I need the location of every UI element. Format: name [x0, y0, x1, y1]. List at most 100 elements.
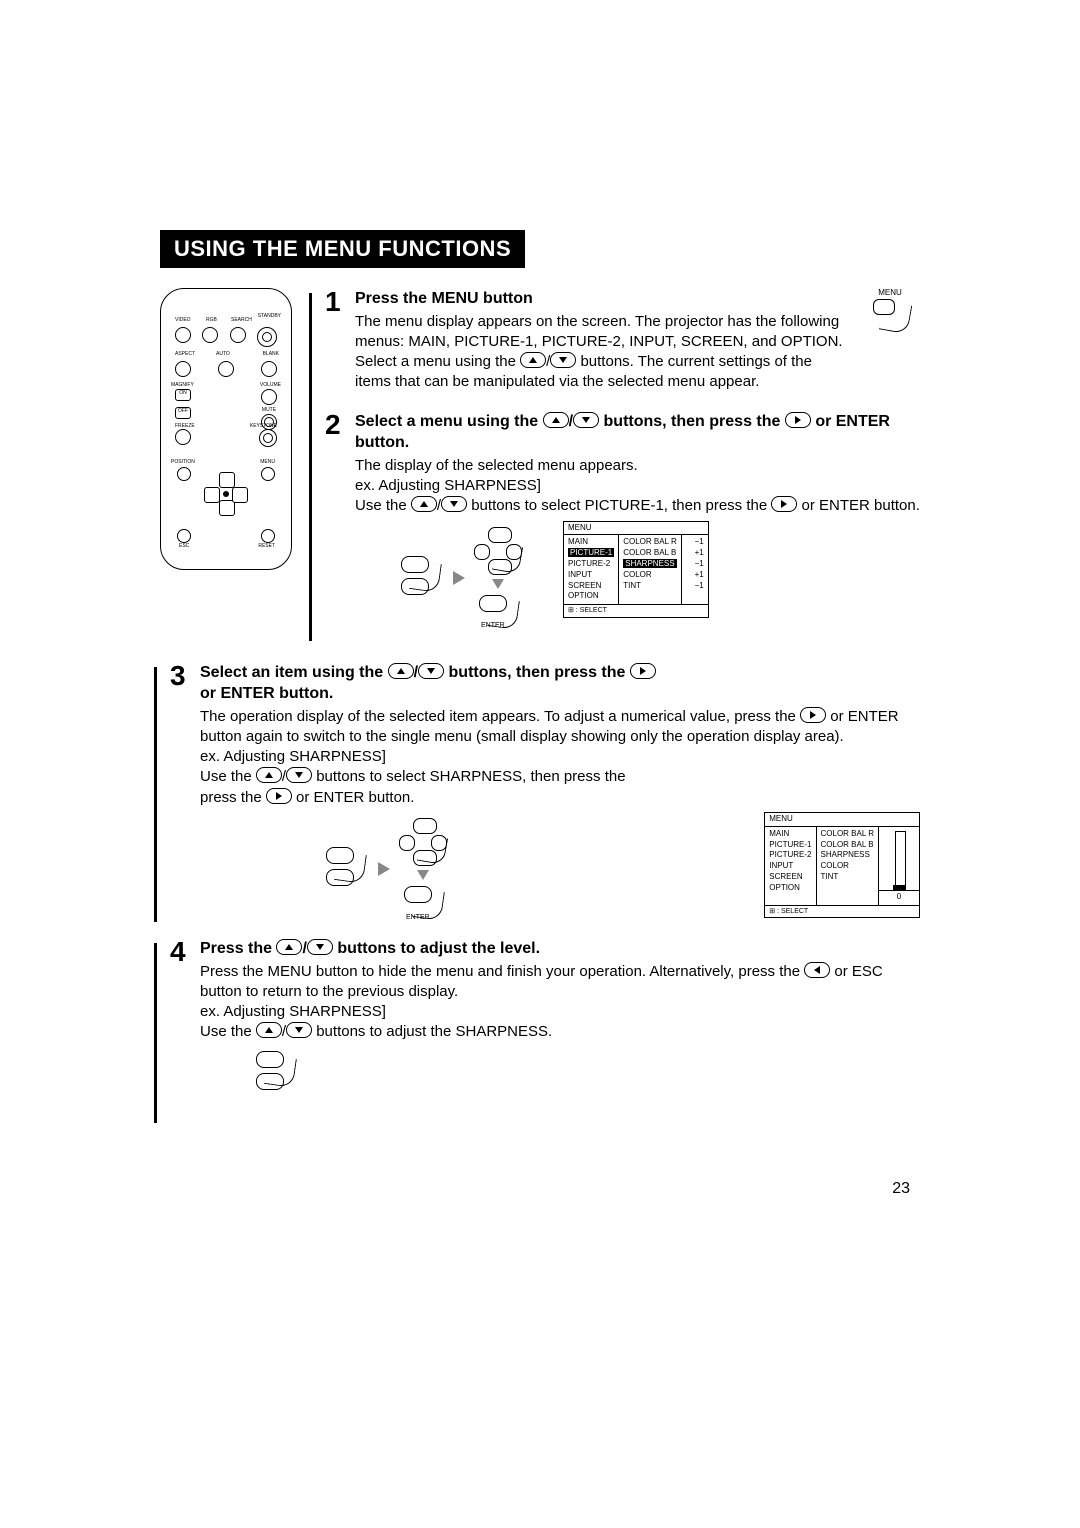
right-button-icon [266, 788, 292, 804]
menu-table-step3: MENU MAIN PICTURE-1 PICTURE-2 INPUT SCRE… [764, 812, 920, 918]
remote-column: VIDEO RGB SEARCH STANDBY ASPECT AUTO BLA… [160, 288, 315, 647]
step-text: ex. Adjusting SHARPNESS] [200, 1002, 920, 1022]
step-title: Select an item using the / buttons, then… [200, 662, 920, 705]
menu-label: MENU [860, 288, 920, 299]
menu-header: MENU [765, 813, 919, 827]
remote-label-auto: AUTO [216, 351, 230, 357]
down-button-icon [307, 939, 333, 955]
vertical-rule [309, 293, 312, 418]
dpad-icon [399, 818, 447, 866]
step-text: The display of the selected menu appears… [355, 456, 920, 476]
up-button-icon [543, 412, 569, 428]
step3-illustration-row: ENTER MENU MAIN PICTURE-1 PICTURE-2 [200, 812, 920, 920]
section-title: USING THE MENU FUNCTIONS [160, 230, 525, 268]
step-number: 4 [170, 938, 200, 1095]
steps-1-2: 1 Press the MENU button The menu display… [315, 288, 920, 647]
steps-3-4: 3 Select an item using the / buttons, th… [160, 662, 920, 1095]
remote-btn-standby [257, 327, 277, 347]
vertical-rule [154, 667, 157, 922]
enter-press-icon: ENTER [473, 593, 523, 629]
step-title: Select a menu using the / buttons, then … [355, 411, 920, 454]
page-number: 23 [892, 1180, 910, 1198]
step-2: 2 Select a menu using the / buttons, the… [325, 411, 920, 629]
dpad-press-icon [250, 1051, 300, 1095]
remote-label-aspect: ASPECT [175, 351, 195, 357]
remote-label-reset: RESET [258, 543, 275, 549]
menu-footer: ⊞ : SELECT [765, 905, 919, 917]
step-text: ex. Adjusting SHARPNESS] [355, 476, 920, 496]
upper-row: VIDEO RGB SEARCH STANDBY ASPECT AUTO BLA… [160, 288, 920, 647]
dpad-icon [474, 527, 522, 575]
vertical-rule [309, 416, 312, 641]
step-title: Press the / buttons to adjust the level. [200, 938, 920, 960]
down-button-icon [441, 496, 467, 512]
remote-label-esc: ESC [179, 543, 189, 549]
step-text: ex. Adjusting SHARPNESS] [200, 747, 920, 767]
remote-btn-reset [261, 529, 275, 543]
up-button-icon [256, 1022, 282, 1038]
remote-btn-volume [261, 389, 277, 405]
remote-btn [218, 361, 234, 377]
step-text: Press the MENU button to hide the menu a… [200, 962, 920, 1003]
step-text: The operation display of the selected it… [200, 707, 920, 748]
menu-mid-col: COLOR BAL R COLOR BAL B SHARPNESS COLOR … [817, 827, 879, 905]
remote-dpad [181, 464, 271, 544]
down-button-icon [550, 352, 576, 368]
menu-left-col: MAIN PICTURE-1 PICTURE-2 INPUT SCREEN OP… [765, 827, 816, 905]
remote-label-search: SEARCH [231, 317, 252, 323]
remote-btn-esc [177, 529, 191, 543]
menu-table-step2: MENU MAIN PICTURE-1 PICTURE-2 INPUT SCRE… [563, 521, 709, 618]
menu-press-illustration: MENU [860, 288, 920, 343]
step-number: 3 [170, 662, 200, 920]
arrow-down-icon [492, 579, 504, 589]
up-button-icon [520, 352, 546, 368]
up-button-icon [411, 496, 437, 512]
page-content: USING THE MENU FUNCTIONS VIDEO RGB SEARC… [160, 230, 920, 1113]
step2-illustration-row: ENTER MENU MAIN PICTURE-1 [355, 521, 920, 629]
remote-label-volume: VOLUME [260, 382, 281, 388]
remote-btn [175, 327, 191, 343]
step-4: 4 Press the / buttons to adjust the leve… [170, 938, 920, 1095]
remote-control-diagram: VIDEO RGB SEARCH STANDBY ASPECT AUTO BLA… [160, 288, 292, 570]
step-number: 2 [325, 411, 355, 629]
step-text: Use the / buttons to adjust the SHARPNES… [200, 1022, 920, 1042]
down-button-icon [286, 1022, 312, 1038]
step-text: Use the / buttons to select SHARPNESS, t… [200, 767, 920, 787]
menu-header: MENU [564, 522, 708, 536]
remote-label-mute: MUTE [261, 407, 277, 413]
step-number: 1 [325, 288, 355, 393]
remote-btn-freeze [175, 429, 191, 445]
remote-btn-keystone [259, 429, 277, 447]
menu-slider-col: 0 [878, 827, 919, 905]
menu-left-col: MAIN PICTURE-1 PICTURE-2 INPUT SCREEN OP… [564, 535, 619, 604]
remote-label-standby: STANDBY [258, 313, 281, 319]
right-button-icon [785, 412, 811, 428]
menu-right-col: −1 +1 −1 +1 −1 [682, 535, 708, 604]
menu-mid-col: COLOR BAL R COLOR BAL B SHARPNESS COLOR … [619, 535, 682, 604]
enter-press-icon: ENTER [398, 884, 448, 920]
up-button-icon [256, 767, 282, 783]
right-button-icon [771, 496, 797, 512]
arrow-down-icon [417, 870, 429, 880]
remote-label-rgb: RGB [206, 317, 217, 323]
remote-btn [230, 327, 246, 343]
vertical-rule [154, 943, 157, 1123]
right-button-icon [800, 707, 826, 723]
arrow-right-icon [378, 862, 390, 876]
down-button-icon [418, 663, 444, 679]
arrow-right-icon [453, 571, 465, 585]
left-button-icon [804, 962, 830, 978]
menu-footer: ⊞ : SELECT [564, 604, 708, 616]
down-button-icon [286, 767, 312, 783]
dpad-press-icon [320, 847, 370, 891]
remote-btn [175, 361, 191, 377]
remote-btn-on: ON [175, 389, 191, 401]
remote-label-video: VIDEO [175, 317, 191, 323]
dpad-press-icon [395, 556, 445, 600]
remote-btn [202, 327, 218, 343]
remote-label-blank: BLANK [263, 351, 279, 357]
right-button-icon [630, 663, 656, 679]
remote-btn [261, 361, 277, 377]
step-title: Press the MENU button [355, 288, 850, 310]
down-button-icon [573, 412, 599, 428]
